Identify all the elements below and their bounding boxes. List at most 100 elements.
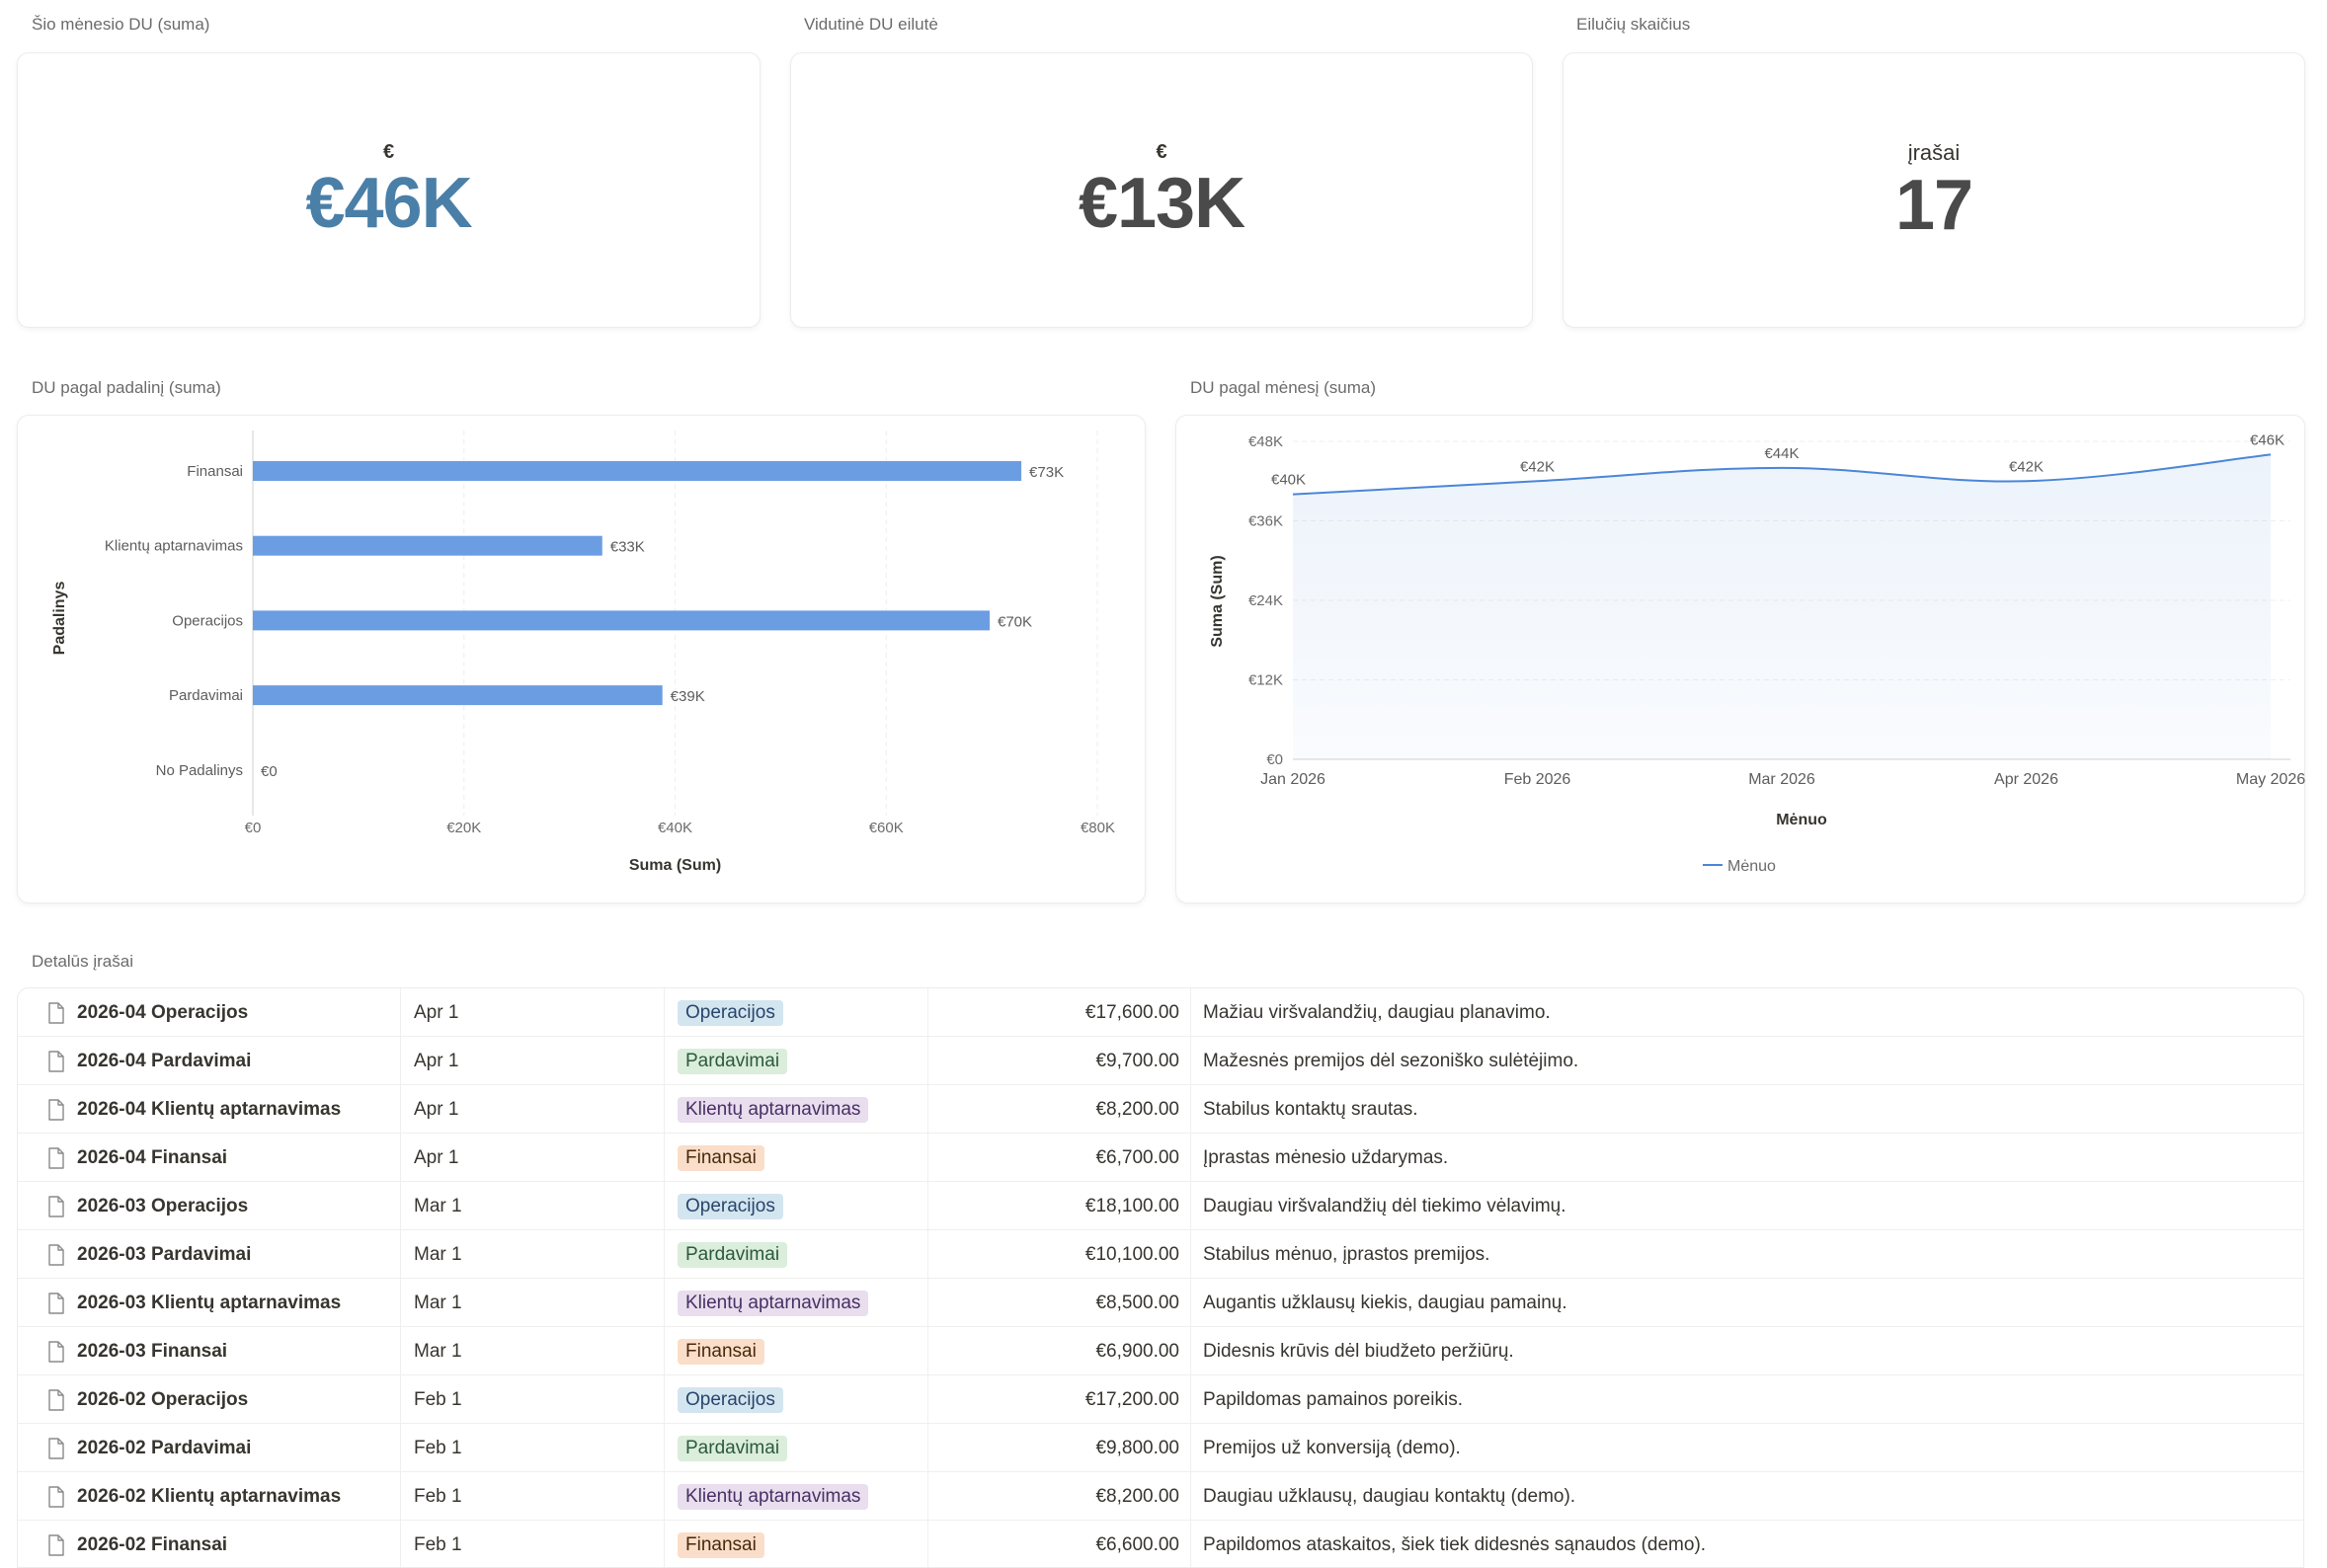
note-cell[interactable]: Premijos už konversiją (demo). xyxy=(1191,1424,2303,1472)
record-note: Mažesnės premijos dėl sezoniško sulėtėji… xyxy=(1203,1050,1579,1071)
table-row[interactable]: 2026-04 Finansai Apr 1 Finansai €6,700.00 Įp… xyxy=(18,1134,2303,1182)
bar-chart-card[interactable]: €0 €20K €40K €60K €80K Finansai €73K Klientų ap… xyxy=(17,415,1146,903)
amount-cell[interactable]: €6,700.00 xyxy=(928,1134,1191,1182)
date-cell[interactable]: Mar 1 xyxy=(401,1327,665,1375)
x-tick-label: Jan 2026 xyxy=(1260,771,1325,788)
amount-cell[interactable]: €6,900.00 xyxy=(928,1327,1191,1375)
document-icon xyxy=(47,1485,65,1508)
table-row[interactable]: 2026-03 Klientų aptarnavimas Mar 1 Klientų… xyxy=(18,1279,2303,1327)
bar[interactable] xyxy=(253,685,663,706)
note-cell[interactable]: Stabilus kontaktų srautas. xyxy=(1191,1085,2303,1134)
department-cell[interactable]: Finansai xyxy=(665,1134,928,1182)
date-cell[interactable]: Apr 1 xyxy=(401,988,665,1037)
record-note: Papildomos ataskaitos, šiek tiek didesnė… xyxy=(1203,1533,1707,1555)
kpi-card-average[interactable]: € €13K xyxy=(790,52,1533,328)
kpi-card-monthly[interactable]: € €46K xyxy=(17,52,761,328)
department-tag: Finansai xyxy=(678,1144,764,1171)
date-cell[interactable]: Apr 1 xyxy=(401,1134,665,1182)
department-tag: Klientų aptarnavimas xyxy=(678,1290,869,1316)
department-cell[interactable]: Pardavimai xyxy=(665,1230,928,1279)
amount-cell[interactable]: €17,200.00 xyxy=(928,1375,1191,1424)
record-name-cell[interactable]: 2026-03 Operacijos xyxy=(18,1182,401,1230)
amount-cell[interactable]: €8,200.00 xyxy=(928,1472,1191,1521)
x-tick-label: €20K xyxy=(446,820,481,836)
date-cell[interactable]: Feb 1 xyxy=(401,1472,665,1521)
record-name-cell[interactable]: 2026-04 Pardavimai xyxy=(18,1037,401,1085)
department-cell[interactable]: Pardavimai xyxy=(665,1037,928,1085)
department-cell[interactable]: Klientų aptarnavimas xyxy=(665,1279,928,1327)
table-row[interactable]: 2026-04 Operacijos Apr 1 Operacijos €17,600… xyxy=(18,988,2303,1037)
record-name-cell[interactable]: 2026-03 Klientų aptarnavimas xyxy=(18,1279,401,1327)
amount-cell[interactable]: €8,200.00 xyxy=(928,1085,1191,1134)
amount-cell[interactable]: €9,700.00 xyxy=(928,1037,1191,1085)
document-icon xyxy=(47,1243,65,1266)
amount-cell[interactable]: €18,100.00 xyxy=(928,1182,1191,1230)
note-cell[interactable]: Augantis užklausų kiekis, daugiau pamain… xyxy=(1191,1279,2303,1327)
legend-label[interactable]: Mėnuo xyxy=(1727,858,1776,875)
bar[interactable] xyxy=(253,610,990,631)
y-tick-label: €12K xyxy=(1248,672,1283,689)
record-name-cell[interactable]: 2026-04 Klientų aptarnavimas xyxy=(18,1085,401,1134)
record-amount: €9,800.00 xyxy=(1095,1437,1179,1458)
note-cell[interactable]: Papildomas pamainos poreikis. xyxy=(1191,1375,2303,1424)
table-row[interactable]: 2026-04 Klientų aptarnavimas Apr 1 Klientų… xyxy=(18,1085,2303,1134)
y-tick-label: €0 xyxy=(1266,751,1283,768)
record-name-cell[interactable]: 2026-02 Operacijos xyxy=(18,1375,401,1424)
date-cell[interactable]: Feb 1 xyxy=(401,1521,665,1567)
amount-cell[interactable]: €6,600.00 xyxy=(928,1521,1191,1567)
note-cell[interactable]: Papildomos ataskaitos, šiek tiek didesnė… xyxy=(1191,1521,2303,1567)
department-cell[interactable]: Finansai xyxy=(665,1327,928,1375)
kpi-value: €46K xyxy=(305,164,472,243)
table-row[interactable]: 2026-02 Finansai Feb 1 Finansai €6,600.00 Pa… xyxy=(18,1521,2303,1567)
amount-cell[interactable]: €17,600.00 xyxy=(928,988,1191,1037)
note-cell[interactable]: Daugiau viršvalandžių dėl tiekimo vėlavi… xyxy=(1191,1182,2303,1230)
bar[interactable] xyxy=(253,535,602,556)
department-cell[interactable]: Operacijos xyxy=(665,1182,928,1230)
table-row[interactable]: 2026-02 Operacijos Feb 1 Operacijos €17,200… xyxy=(18,1375,2303,1424)
amount-cell[interactable]: €9,800.00 xyxy=(928,1424,1191,1472)
note-cell[interactable]: Mažesnės premijos dėl sezoniško sulėtėji… xyxy=(1191,1037,2303,1085)
table-row[interactable]: 2026-02 Klientų aptarnavimas Feb 1 Klientų… xyxy=(18,1472,2303,1521)
table-row[interactable]: 2026-04 Pardavimai Apr 1 Pardavimai €9,700.… xyxy=(18,1037,2303,1085)
date-cell[interactable]: Mar 1 xyxy=(401,1230,665,1279)
department-cell[interactable]: Klientų aptarnavimas xyxy=(665,1472,928,1521)
table-row[interactable]: 2026-03 Finansai Mar 1 Finansai €6,900.00 Di… xyxy=(18,1327,2303,1375)
kpi-label-count: Eilučių skaičius xyxy=(1576,15,1691,34)
table-row[interactable]: 2026-03 Pardavimai Mar 1 Pardavimai €10,100… xyxy=(18,1230,2303,1279)
bar-chart-label: DU pagal padalinį (suma) xyxy=(32,378,221,397)
department-cell[interactable]: Operacijos xyxy=(665,1375,928,1424)
table-row[interactable]: 2026-03 Operacijos Mar 1 Operacijos €18,100… xyxy=(18,1182,2303,1230)
record-name-cell[interactable]: 2026-04 Finansai xyxy=(18,1134,401,1182)
kpi-card-count[interactable]: įrašai 17 xyxy=(1563,52,2305,328)
date-cell[interactable]: Mar 1 xyxy=(401,1182,665,1230)
note-cell[interactable]: Didesnis krūvis dėl biudžeto peržiūrų. xyxy=(1191,1327,2303,1375)
note-cell[interactable]: Stabilus mėnuo, įprastos premijos. xyxy=(1191,1230,2303,1279)
kpi-label-monthly: Šio mėnesio DU (suma) xyxy=(32,15,210,34)
date-cell[interactable]: Apr 1 xyxy=(401,1037,665,1085)
note-cell[interactable]: Mažiau viršvalandžių, daugiau planavimo. xyxy=(1191,988,2303,1037)
bar[interactable] xyxy=(253,461,1022,481)
record-name-cell[interactable]: 2026-02 Klientų aptarnavimas xyxy=(18,1472,401,1521)
record-name-cell[interactable]: 2026-03 Pardavimai xyxy=(18,1230,401,1279)
department-cell[interactable]: Klientų aptarnavimas xyxy=(665,1085,928,1134)
record-name-cell[interactable]: 2026-02 Finansai xyxy=(18,1521,401,1567)
record-name-cell[interactable]: 2026-04 Operacijos xyxy=(18,988,401,1037)
date-cell[interactable]: Feb 1 xyxy=(401,1424,665,1472)
date-cell[interactable]: Mar 1 xyxy=(401,1279,665,1327)
date-cell[interactable]: Apr 1 xyxy=(401,1085,665,1134)
record-name-cell[interactable]: 2026-02 Pardavimai xyxy=(18,1424,401,1472)
date-cell[interactable]: Feb 1 xyxy=(401,1375,665,1424)
record-name-cell[interactable]: 2026-03 Finansai xyxy=(18,1327,401,1375)
note-cell[interactable]: Įprastas mėnesio uždarymas. xyxy=(1191,1134,2303,1182)
series-line[interactable] xyxy=(1292,453,2272,496)
department-cell[interactable]: Pardavimai xyxy=(665,1424,928,1472)
table-label: Detalūs įrašai xyxy=(32,952,133,971)
note-cell[interactable]: Daugiau užklausų, daugiau kontaktų (demo… xyxy=(1191,1472,2303,1521)
table-row[interactable]: 2026-02 Pardavimai Feb 1 Pardavimai €9,800.… xyxy=(18,1424,2303,1472)
amount-cell[interactable]: €8,500.00 xyxy=(928,1279,1191,1327)
line-chart-card[interactable]: €0 €12K €24K €36K €48K €40K €42K €44K €42K €46K Ja… xyxy=(1175,415,2305,903)
amount-cell[interactable]: €10,100.00 xyxy=(928,1230,1191,1279)
department-cell[interactable]: Finansai xyxy=(665,1521,928,1567)
department-cell[interactable]: Operacijos xyxy=(665,988,928,1037)
record-note: Daugiau užklausų, daugiau kontaktų (demo… xyxy=(1203,1485,1576,1507)
